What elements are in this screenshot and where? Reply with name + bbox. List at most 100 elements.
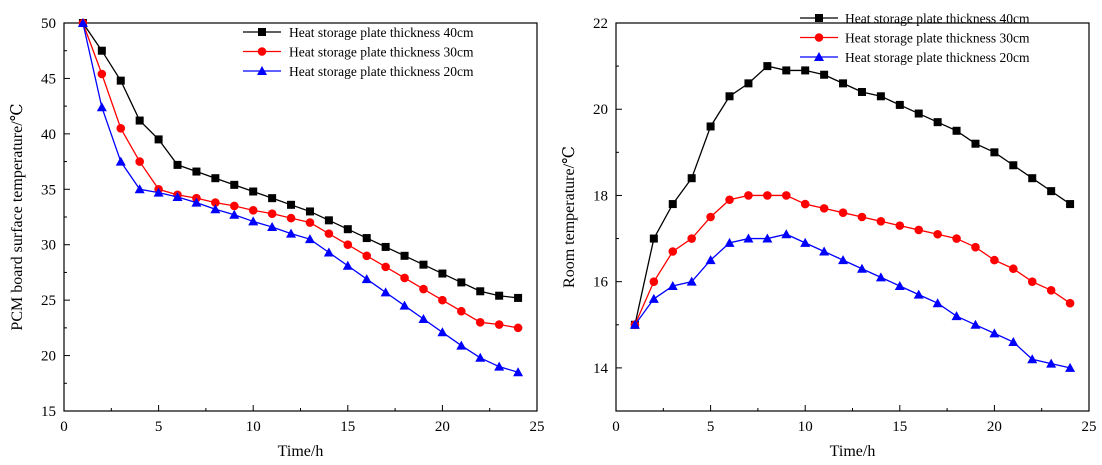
- series-3: [77, 18, 524, 377]
- data-point: [419, 260, 428, 269]
- data-point: [400, 273, 409, 283]
- data-point: [305, 218, 315, 227]
- data-point: [1065, 362, 1076, 372]
- y-tick-label: 22: [593, 16, 608, 32]
- data-point: [838, 208, 848, 217]
- data-point: [229, 201, 239, 211]
- y-tick-label: 35: [41, 182, 56, 198]
- data-point: [457, 278, 466, 287]
- series-line: [634, 65, 1071, 325]
- data-point: [801, 66, 810, 75]
- data-point: [952, 234, 961, 243]
- y-tick-label: 40: [41, 127, 56, 143]
- data-point: [476, 287, 485, 296]
- x-tick-label: 25: [1082, 419, 1097, 435]
- data-point: [895, 221, 905, 230]
- data-point: [381, 262, 390, 272]
- plot-frame: [63, 22, 538, 412]
- data-point: [77, 18, 88, 27]
- data-point: [648, 293, 659, 303]
- data-point: [324, 229, 334, 238]
- x-tick-label: 10: [246, 419, 261, 435]
- data-point: [1028, 174, 1037, 183]
- x-tick-label: 20: [987, 419, 1002, 435]
- data-point: [248, 206, 258, 215]
- data-point: [971, 242, 980, 252]
- data-point: [724, 237, 735, 247]
- data-point: [725, 195, 734, 205]
- data-point: [173, 160, 182, 169]
- data-point: [933, 118, 942, 127]
- data-point: [211, 174, 220, 183]
- data-point: [362, 251, 372, 261]
- data-point: [744, 191, 753, 200]
- data-point: [667, 280, 678, 290]
- data-point: [705, 255, 716, 265]
- data-point: [381, 242, 390, 251]
- series-2: [630, 191, 1075, 330]
- data-point: [686, 276, 697, 286]
- data-point: [495, 291, 504, 300]
- data-point: [268, 194, 277, 203]
- data-point: [706, 122, 715, 131]
- data-point: [248, 216, 259, 226]
- chart-2: 0 5 10 15 20 25 14 16 18 20 22 Time/h Room temperatu…: [561, 11, 1097, 460]
- data-point: [437, 327, 448, 337]
- data-point: [324, 216, 333, 225]
- data-point: [800, 237, 811, 247]
- data-point: [743, 233, 754, 243]
- data-point: [781, 229, 792, 239]
- data-point: [895, 100, 904, 109]
- data-point: [649, 234, 658, 243]
- data-point: [819, 246, 830, 256]
- data-point: [1009, 264, 1018, 274]
- data-point: [210, 204, 221, 214]
- y-tick-label: 15: [41, 404, 56, 420]
- data-point: [399, 300, 410, 310]
- y-tick-label: 18: [593, 188, 608, 204]
- data-point: [706, 212, 715, 222]
- data-point: [323, 247, 334, 257]
- data-point: [96, 102, 107, 112]
- data-point: [342, 260, 353, 270]
- data-point: [456, 340, 467, 350]
- data-point: [438, 295, 447, 305]
- data-point: [513, 323, 523, 333]
- chart-1: 0 5 10 15 20 25 15 20 25 30 35 40 45 50 Time/h PCM boar…: [9, 16, 545, 460]
- data-point: [286, 213, 296, 223]
- data-point: [875, 272, 886, 282]
- data-point: [305, 207, 314, 216]
- data-point: [1046, 358, 1057, 368]
- x-tick-label: 5: [155, 419, 163, 435]
- legend-marker: [257, 47, 267, 56]
- data-point: [951, 311, 962, 321]
- legend-entry: Heat storage plate thickness 40cm: [289, 25, 474, 40]
- data-point: [457, 306, 466, 316]
- x-axis-label: Time/h: [278, 443, 324, 460]
- data-point: [668, 200, 677, 209]
- data-point: [876, 217, 886, 226]
- data-point: [744, 79, 753, 88]
- data-point: [134, 184, 145, 194]
- data-point: [343, 240, 353, 250]
- x-tick-label: 20: [435, 419, 450, 435]
- y-axis-label: PCM board surface temperature/℃: [9, 103, 26, 330]
- data-point: [856, 263, 867, 273]
- y-tick-label: 25: [41, 293, 56, 309]
- data-point: [970, 319, 981, 329]
- data-point: [629, 319, 640, 329]
- data-point: [418, 313, 429, 323]
- data-point: [762, 233, 773, 243]
- data-point: [380, 287, 391, 297]
- data-point: [838, 255, 849, 265]
- legend-marker: [257, 66, 267, 75]
- data-point: [668, 247, 678, 256]
- data-point: [230, 180, 239, 189]
- data-point: [1066, 200, 1075, 209]
- data-point: [419, 284, 428, 294]
- x-tick-label: 10: [798, 419, 813, 435]
- data-point: [913, 289, 924, 299]
- data-point: [914, 225, 924, 235]
- data-point: [116, 76, 125, 85]
- series-line: [634, 233, 1071, 369]
